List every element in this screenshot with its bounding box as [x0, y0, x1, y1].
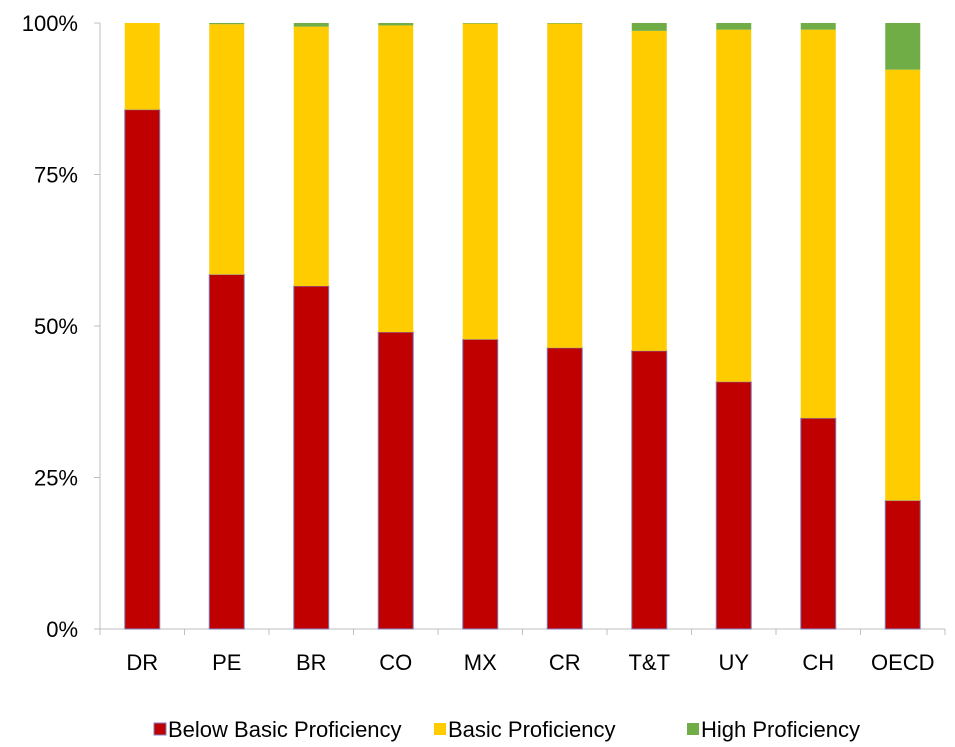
bar-segment-below-basic-proficiency-pe	[208, 273, 245, 630]
bar-segment-high-proficiency-t-t	[631, 23, 667, 31]
bar-segment-high-proficiency-uy	[716, 23, 752, 30]
bar-segment-basic-proficiency-mx	[462, 23, 498, 340]
x-tick-label: CO	[379, 650, 412, 675]
bar-segment-below-basic-proficiency-dr	[124, 109, 161, 630]
x-tick-label: CH	[802, 650, 834, 675]
legend-swatch	[687, 723, 699, 735]
x-tick-label: DR	[126, 650, 158, 675]
x-tick-labels: DR PE BR CO MX CR T&T UY CH OECD	[126, 650, 934, 675]
bar-segment-below-basic-proficiency-uy	[715, 381, 752, 630]
bar-segment-high-proficiency-mx	[462, 23, 498, 24]
bar-segment-below-basic-proficiency-oecd	[884, 500, 921, 630]
legend-label: High Proficiency	[701, 717, 860, 742]
bar-segment-high-proficiency-br	[293, 23, 329, 27]
legend-swatch	[434, 723, 446, 735]
bar-segment-high-proficiency-co	[378, 23, 414, 26]
bar-segment-basic-proficiency-pe	[209, 24, 245, 275]
bar-segment-basic-proficiency-cr	[547, 23, 583, 348]
x-tick-label: UY	[718, 650, 749, 675]
legend-label: Basic Proficiency	[448, 717, 616, 742]
y-tick-label: 0%	[46, 617, 78, 642]
bar-segment-basic-proficiency-ch	[800, 29, 836, 419]
bar-segment-below-basic-proficiency-mx	[462, 338, 499, 630]
y-tick-labels: 0% 25% 50% 75% 100%	[22, 11, 78, 642]
legend-label: Below Basic Proficiency	[168, 717, 402, 742]
bar-segment-high-proficiency-ch	[800, 23, 836, 30]
y-tick-label: 100%	[22, 11, 78, 36]
bar-segment-below-basic-proficiency-co	[377, 331, 414, 630]
bar-segment-below-basic-proficiency-br	[293, 285, 330, 630]
bar-segment-below-basic-proficiency-cr	[546, 347, 583, 630]
bar-segment-below-basic-proficiency-ch	[800, 417, 837, 630]
bar-segment-high-proficiency-cr	[547, 23, 583, 24]
bar-segment-basic-proficiency-t-t	[631, 30, 667, 351]
bar-segment-high-proficiency-pe	[209, 23, 245, 25]
x-tick-label: T&T	[628, 650, 670, 675]
bar-segment-basic-proficiency-dr	[124, 23, 160, 110]
x-tick-label: MX	[464, 650, 497, 675]
bar-segment-basic-proficiency-co	[378, 25, 414, 333]
x-tick-label: BR	[296, 650, 327, 675]
y-tick-label: 25%	[34, 466, 78, 491]
bar-segment-basic-proficiency-br	[293, 26, 329, 287]
y-tick-label: 50%	[34, 314, 78, 339]
x-tick-label: CR	[549, 650, 581, 675]
bar-segment-high-proficiency-oecd	[885, 23, 921, 70]
bar-segment-basic-proficiency-oecd	[885, 69, 921, 501]
legend: Below Basic Proficiency Basic Proficiency…	[153, 717, 860, 742]
legend-swatch	[153, 722, 167, 736]
x-tick-label: PE	[212, 650, 241, 675]
x-tick-label: OECD	[871, 650, 935, 675]
y-tick-label: 75%	[34, 163, 78, 188]
bar-segment-basic-proficiency-uy	[716, 29, 752, 382]
bars	[124, 23, 921, 630]
bar-segment-below-basic-proficiency-t-t	[631, 350, 668, 630]
